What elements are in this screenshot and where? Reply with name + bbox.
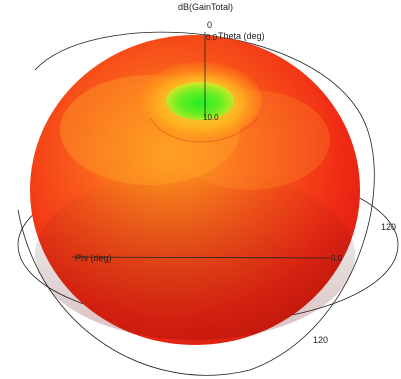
theta-zero-tick: 0 [207,20,212,30]
pattern-body [30,35,360,345]
theta-origin-label: 0.0 [206,33,218,42]
meridian-ring [17,31,375,376]
phi-axis-label: Phi (deg) [75,253,112,263]
phi-origin-label: 0.0 [331,254,343,263]
pattern-null-peak [166,82,234,120]
quantity-label: dB(GainTotal) [178,2,233,12]
phi-axis-line [71,256,331,259]
theta-axis-label: Theta (deg) [218,31,265,41]
pattern-top-label: 10.0 [203,113,219,122]
ring-tick-bottom: 120 [313,335,328,345]
ring-tick-right: 120 [381,222,396,232]
